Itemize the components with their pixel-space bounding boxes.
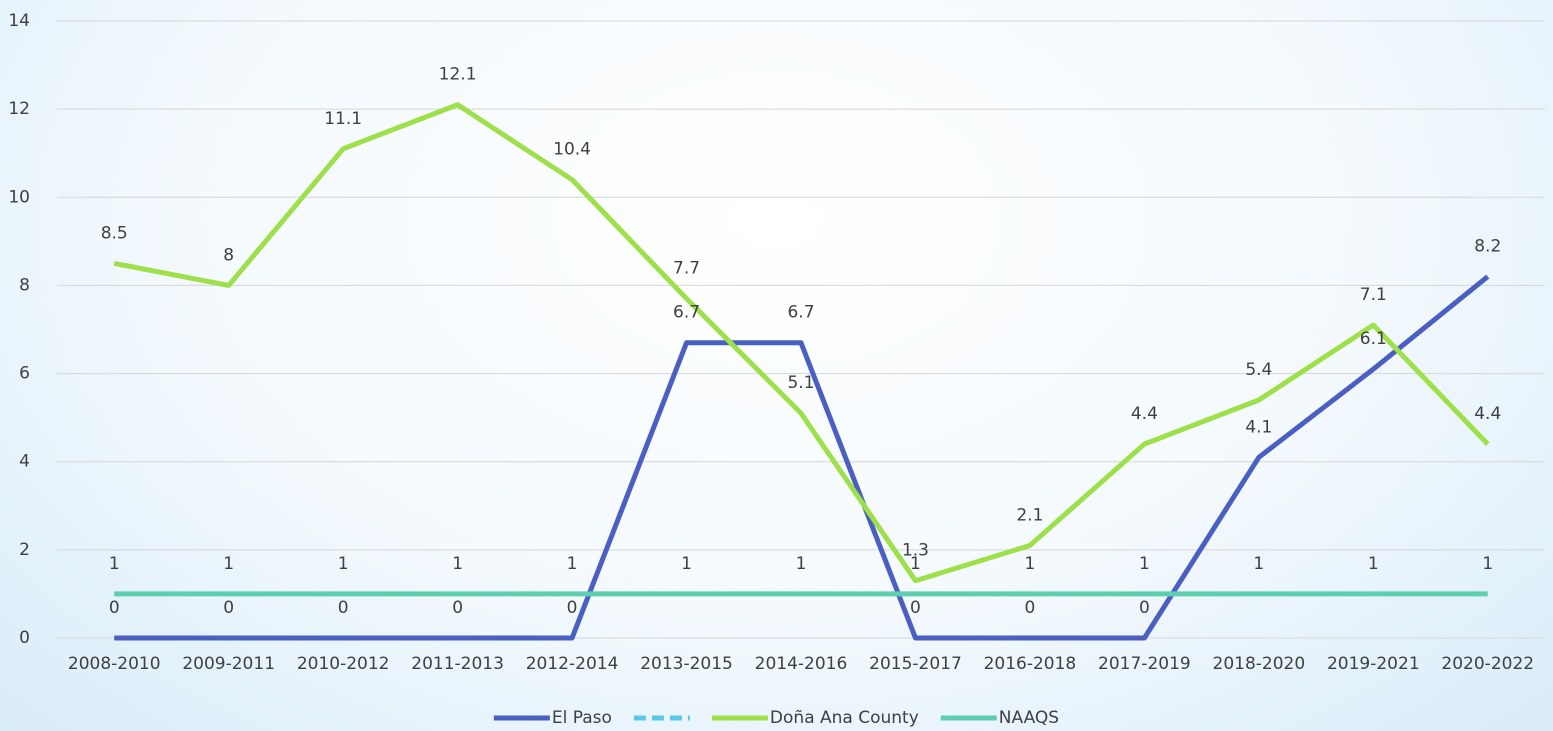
data-label: 1 <box>1139 554 1150 574</box>
y-tick-label: 12 <box>8 99 30 119</box>
legend-label: Doña Ana County <box>770 708 919 728</box>
y-tick-label: 0 <box>19 628 30 648</box>
data-label: 1 <box>910 554 921 574</box>
data-label: 1 <box>1025 554 1036 574</box>
data-label: 0 <box>452 598 463 618</box>
data-label: 0 <box>338 598 349 618</box>
data-label: 6.7 <box>787 303 814 323</box>
data-label: 1 <box>681 554 692 574</box>
x-tick-label: 2009-2011 <box>182 654 275 674</box>
x-tick-label: 2011-2013 <box>411 654 504 674</box>
data-label: 1 <box>223 554 234 574</box>
data-label: 12.1 <box>439 65 477 85</box>
x-tick-label: 2015-2017 <box>869 654 962 674</box>
data-label: 0 <box>1025 598 1036 618</box>
data-label: 11.1 <box>324 109 362 129</box>
y-tick-label: 10 <box>8 187 30 207</box>
data-label: 1 <box>338 554 349 574</box>
data-label: 7.1 <box>1360 285 1387 305</box>
data-label: 0 <box>109 598 120 618</box>
series-line <box>113 102 1490 584</box>
data-label: 0 <box>1139 598 1150 618</box>
y-tick-label: 8 <box>19 275 30 295</box>
x-tick-label: 2014-2016 <box>755 654 848 674</box>
x-tick-label: 2020-2022 <box>1441 654 1534 674</box>
data-label: 5.1 <box>787 373 814 393</box>
data-label: 4.4 <box>1474 404 1501 424</box>
data-label: 2.1 <box>1016 505 1043 525</box>
x-tick-label: 2010-2012 <box>297 654 390 674</box>
x-tick-label: 2012-2014 <box>526 654 619 674</box>
x-tick-label: 2019-2021 <box>1327 654 1420 674</box>
data-label: 0 <box>567 598 578 618</box>
y-tick-label: 2 <box>19 540 30 560</box>
data-label: 1 <box>1253 554 1264 574</box>
data-label: 10.4 <box>553 140 591 160</box>
x-tick-label: 2016-2018 <box>984 654 1077 674</box>
data-label: 1 <box>1482 554 1493 574</box>
data-label: 0 <box>223 598 234 618</box>
series-line <box>114 274 1490 641</box>
data-label: 5.4 <box>1245 360 1272 380</box>
x-tick-label: 2018-2020 <box>1213 654 1306 674</box>
data-label: 8 <box>223 245 234 265</box>
data-label: 1 <box>796 554 807 574</box>
data-label: 1.3 <box>902 541 929 561</box>
legend-label: El Paso <box>552 708 612 728</box>
data-label: 8.2 <box>1474 237 1501 257</box>
data-label: 8.5 <box>101 223 128 243</box>
data-label: 1 <box>109 554 120 574</box>
data-label: 4.1 <box>1245 417 1272 437</box>
data-label: 1 <box>567 554 578 574</box>
y-tick-label: 14 <box>8 11 30 31</box>
data-label: 0 <box>910 598 921 618</box>
data-label: 6.7 <box>673 303 700 323</box>
x-tick-label: 2008-2010 <box>68 654 161 674</box>
data-label: 7.7 <box>673 259 700 279</box>
data-label: 1 <box>1368 554 1379 574</box>
x-tick-label: 2013-2015 <box>640 654 733 674</box>
y-tick-label: 6 <box>19 364 30 384</box>
data-label: 1 <box>452 554 463 574</box>
y-tick-label: 4 <box>19 452 30 472</box>
legend-label: NAAQS <box>999 708 1059 728</box>
x-tick-label: 2017-2019 <box>1098 654 1191 674</box>
data-label: 6.1 <box>1360 329 1387 349</box>
data-label: 4.4 <box>1131 404 1158 424</box>
